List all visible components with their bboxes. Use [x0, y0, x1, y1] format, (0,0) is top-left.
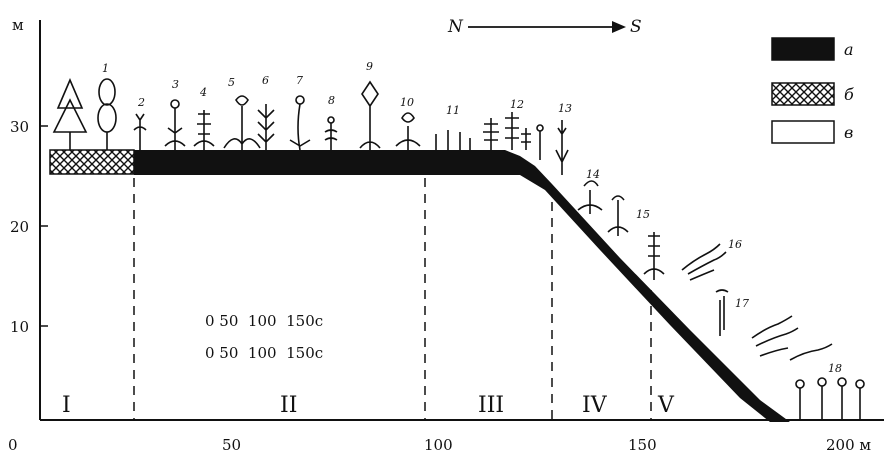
- x-tick-100: 100: [424, 436, 453, 454]
- x-tick-200: 200 м: [826, 436, 871, 454]
- plant-number-1: 1: [102, 62, 109, 75]
- legend-swatch-c: [771, 120, 835, 144]
- plant-number-7: 7: [296, 74, 303, 87]
- plant-number-14: 14: [586, 168, 600, 181]
- plant-number-8: 8: [328, 94, 335, 107]
- plant-number-3: 3: [172, 78, 179, 91]
- plant-number-12: 12: [510, 98, 524, 111]
- deciduous-tree-icon: [97, 78, 117, 150]
- scale-text-2: 0 50 100 150с: [205, 344, 323, 362]
- plant-number-4: 4: [199, 86, 207, 99]
- plant-number-11: 11: [446, 104, 460, 117]
- slope-plant-icons: [577, 180, 833, 361]
- plant-number-6: 6: [262, 74, 269, 87]
- x-tick-50: 50: [222, 436, 241, 454]
- plant-number-17: 17: [735, 297, 749, 310]
- direction-arrowhead: [612, 21, 626, 33]
- zone-label-1: I: [62, 393, 71, 418]
- plant-number-15: 15: [636, 208, 650, 221]
- legend-label-c: в: [844, 123, 853, 142]
- plant-illustrations: [52, 77, 865, 420]
- terrain-hatched: [49, 149, 135, 175]
- legend-swatch-b: [771, 82, 835, 106]
- plateau-plant-icons: [133, 80, 569, 175]
- legend-label-b: б: [844, 85, 854, 104]
- plant-number-18: 18: [828, 362, 842, 375]
- plant-number-16: 16: [728, 238, 742, 251]
- valley-plant-icons: [795, 377, 865, 420]
- zone-label-4: IV: [582, 393, 608, 418]
- south-label: S: [630, 17, 642, 37]
- plant-numbers: 1 2 3 4 5 6 7 8 9 10 11 12 13 14 15 16 1…: [102, 60, 842, 375]
- plant-number-10: 10: [400, 96, 414, 109]
- plant-number-2: 2: [137, 96, 145, 109]
- x-tick-150: 150: [628, 436, 657, 454]
- y-tick-10: 10: [10, 318, 29, 336]
- y-tick-30: 30: [10, 118, 29, 136]
- legend-swatch-a: [771, 37, 835, 61]
- y-unit-label: м: [12, 16, 24, 34]
- scale-text-1: 0 50 100 150с: [205, 312, 323, 330]
- conifer-tree-icon: [52, 77, 88, 150]
- terrain-solid: [134, 150, 790, 422]
- plant-number-13: 13: [558, 102, 572, 115]
- x-tick-0: 0: [8, 436, 18, 454]
- zone-label-3: III: [478, 393, 504, 418]
- plant-number-9: 9: [366, 60, 373, 73]
- zone-label-2: II: [280, 393, 297, 418]
- north-label: N: [447, 17, 464, 37]
- legend-label-a: а: [844, 40, 854, 59]
- zone-label-5: V: [657, 393, 675, 418]
- plant-number-5: 5: [228, 76, 235, 89]
- y-tick-20: 20: [10, 218, 29, 236]
